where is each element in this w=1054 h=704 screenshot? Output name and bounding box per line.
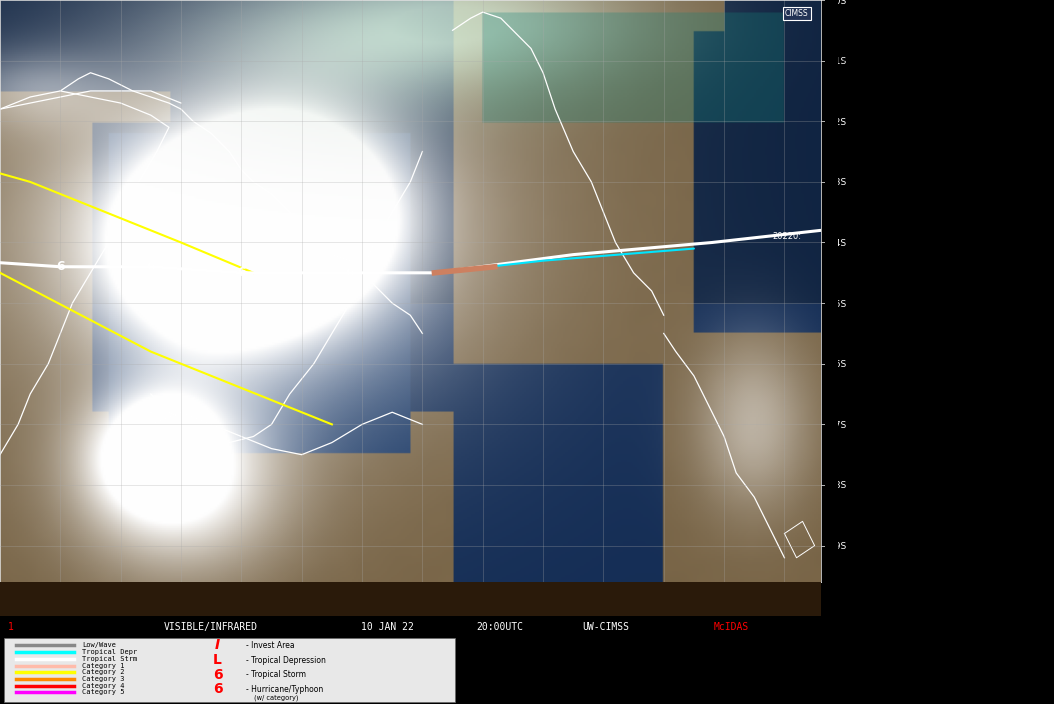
Text: McIDAS: McIDAS: [714, 622, 749, 632]
Text: - Invest Area: - Invest Area: [247, 641, 295, 650]
Text: I: I: [215, 639, 220, 653]
Text: - Visible/Shorwave IR Image: - Visible/Shorwave IR Image: [843, 56, 961, 65]
Text: - Hurricane/Typhoon: - Hurricane/Typhoon: [247, 685, 324, 694]
Text: 20220:: 20220:: [773, 232, 801, 241]
Text: 10 JAN 22: 10 JAN 22: [362, 622, 414, 632]
Text: Legend: Legend: [853, 18, 903, 30]
Text: UW-CIMSS: UW-CIMSS: [583, 622, 629, 632]
Bar: [4, 638, 455, 702]
Text: - Tropical Storm: - Tropical Storm: [247, 670, 307, 679]
Text: - Latitude/Longitude: - Latitude/Longitude: [843, 211, 929, 220]
Text: Category 3: Category 3: [82, 676, 124, 682]
Text: 6: 6: [213, 667, 222, 681]
Bar: [0, 582, 821, 616]
Text: - Tropical Depression: - Tropical Depression: [247, 655, 326, 665]
Text: Category 4: Category 4: [82, 683, 124, 689]
Text: 6: 6: [237, 266, 246, 279]
Text: 20220111/013000UTC: 20220111/013000UTC: [843, 95, 941, 104]
Text: 6: 6: [56, 260, 64, 273]
Text: Tropical Strm: Tropical Strm: [82, 656, 137, 662]
Bar: [0, 616, 821, 637]
Text: Low/Wave: Low/Wave: [82, 643, 116, 648]
Text: 11JAN2022/00:00UTC   (source:JTWC): 11JAN2022/00:00UTC (source:JTWC): [843, 327, 1004, 337]
Text: (w/ category): (w/ category): [254, 694, 299, 700]
Text: Category 2: Category 2: [82, 670, 124, 675]
Text: 6: 6: [346, 266, 354, 279]
Text: VISIBLE/INFRARED: VISIBLE/INFRARED: [164, 622, 258, 632]
Text: Category 1: Category 1: [82, 662, 124, 669]
Text: 09JAN2022/06:00UTC-: 09JAN2022/06:00UTC-: [843, 289, 940, 298]
Text: - Labels: - Labels: [843, 444, 876, 453]
Text: Category 5: Category 5: [82, 689, 124, 696]
Text: 6: 6: [147, 260, 155, 273]
Text: 6: 6: [213, 682, 222, 696]
Text: L: L: [213, 653, 222, 667]
Text: - Working Best Track: - Working Best Track: [843, 250, 929, 259]
Text: 11JAN2022/00:00UTC  (source:JTWC): 11JAN2022/00:00UTC (source:JTWC): [843, 405, 1001, 414]
Text: CIMSS: CIMSS: [785, 9, 808, 18]
Text: 20:00UTC: 20:00UTC: [476, 622, 523, 632]
Text: 1: 1: [8, 622, 14, 632]
Text: - Political Boundaries: - Political Boundaries: [843, 172, 932, 182]
Bar: [824, 0, 838, 704]
Text: Tropical Depr: Tropical Depr: [82, 649, 137, 655]
Text: - Official TCFC Forecast: - Official TCFC Forecast: [843, 366, 940, 375]
